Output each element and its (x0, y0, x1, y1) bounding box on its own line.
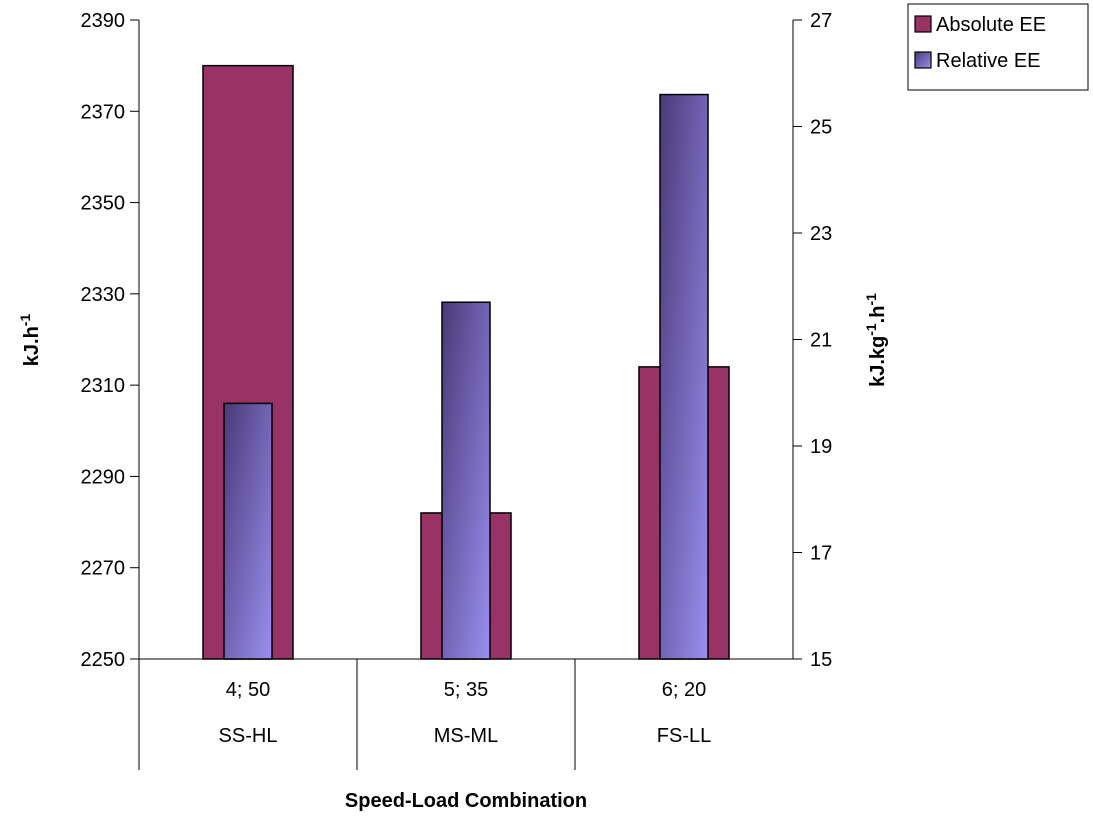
right-axis-title-sup: -1 (863, 323, 879, 336)
right-axis-title-sup: -1 (863, 293, 879, 306)
left-tick-label: 2290 (81, 466, 126, 488)
right-tick-label: 25 (810, 117, 832, 139)
left-tick-label: 2350 (81, 193, 126, 215)
left-tick-label: 2310 (81, 375, 126, 397)
category-label-line1: 4; 50 (226, 679, 270, 701)
right-axis-title: kJ.kg-1.h-1 (863, 293, 889, 387)
category-label-line1: 6; 20 (662, 679, 706, 701)
legend-box (907, 3, 1089, 91)
legend-label: Absolute EE (936, 14, 1046, 36)
left-tick-label: 2390 (81, 10, 126, 32)
left-tick-label: 2330 (81, 284, 126, 306)
right-axis-ticks: 15 17 19 21 23 25 27 (793, 10, 832, 671)
right-tick-label: 15 (810, 649, 832, 671)
left-tick-label: 2270 (81, 558, 126, 580)
right-tick-label: 17 (810, 543, 832, 565)
relative-ee-bars (223, 93, 709, 660)
category-label-line2: MS-ML (434, 725, 498, 747)
left-tick-label: 2370 (81, 101, 126, 123)
right-tick-label: 19 (810, 436, 832, 458)
left-axis-title: kJ.h-1 (17, 314, 43, 367)
legend-label: Relative EE (936, 50, 1041, 72)
category-label-line1: 5; 35 (444, 679, 488, 701)
right-axis-title-main: kJ.kg (867, 336, 889, 387)
right-tick-label: 23 (810, 223, 832, 245)
legend-swatch (914, 51, 932, 69)
left-tick-label: 2250 (81, 649, 126, 671)
right-tick-label: 21 (810, 330, 832, 352)
legend: Absolute EE Relative EE (907, 3, 1089, 91)
legend-swatch (914, 15, 932, 33)
left-axis-title-sup: -1 (17, 314, 33, 327)
bar-relative-ee (223, 402, 273, 660)
left-axis-ticks: 2250 2270 2290 2310 2330 2350 2370 2390 (81, 10, 139, 671)
x-axis-title: Speed-Load Combination (345, 790, 587, 812)
left-axis-title-main: kJ.h (21, 326, 43, 366)
right-tick-label: 27 (810, 10, 832, 32)
category-label-line2: SS-HL (219, 725, 278, 747)
category-label-line2: FS-LL (657, 725, 711, 747)
bar-relative-ee (441, 301, 491, 660)
bar-relative-ee (659, 93, 709, 660)
x-axis-categories: 4; 50 SS-HL 5; 35 MS-ML 6; 20 FS-LL (219, 659, 711, 770)
right-axis-title-main: .h (867, 306, 889, 324)
